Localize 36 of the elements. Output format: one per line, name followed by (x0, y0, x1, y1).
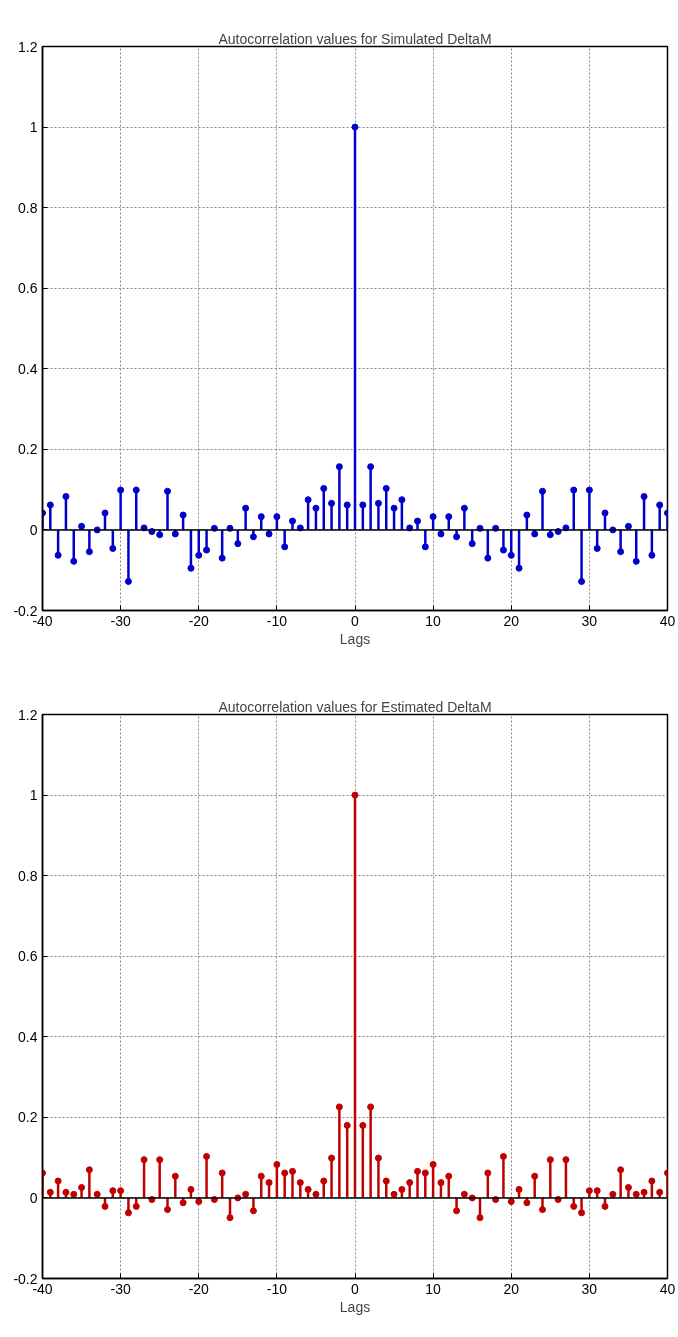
x-tick-label: 40 (659, 612, 676, 629)
x-tick-label: 30 (581, 1280, 598, 1297)
y-tick-label: 0.8 (18, 867, 38, 884)
x-tick-label: -30 (110, 1280, 131, 1297)
y-tick-label: 0.6 (18, 280, 38, 297)
x-tick-label: 0 (351, 612, 360, 629)
y-tick-label: 0 (29, 1189, 38, 1206)
y-tick-label: 0.4 (18, 1028, 38, 1045)
y-tick-label: 0.2 (18, 441, 38, 458)
x-axis-title: Lags (339, 1298, 371, 1315)
y-tick-label: 0.6 (18, 948, 38, 965)
y-tick-label: 0.2 (18, 1109, 38, 1126)
y-tick-label: 0.4 (18, 360, 38, 377)
y-tick-label: -0.2 (13, 602, 38, 619)
y-tick-label: 1.2 (18, 706, 38, 723)
x-tick-label: -20 (188, 1280, 210, 1297)
y-tick-label: 1.2 (18, 38, 38, 55)
x-tick-label: 0 (351, 1280, 360, 1297)
x-tick-label: -10 (266, 1280, 288, 1297)
y-tick-label: 1 (29, 119, 38, 136)
x-tick-label: 20 (503, 1280, 520, 1297)
x-axis-title: Lags (339, 630, 371, 647)
x-tick-label: 20 (503, 612, 520, 629)
y-tick-label: 0.8 (18, 199, 38, 216)
y-tick-label: 1 (29, 787, 38, 804)
x-tick-label: 10 (425, 1280, 442, 1297)
x-tick-label: -10 (266, 612, 288, 629)
y-tick-label: -0.2 (13, 1270, 38, 1287)
x-tick-label: 30 (581, 612, 598, 629)
x-tick-label: -30 (110, 612, 131, 629)
chart-title: Autocorrelation values for Simulated DeltaM (218, 30, 492, 47)
y-tick-label: 0 (29, 521, 38, 538)
x-tick-label: 40 (659, 1280, 676, 1297)
x-tick-label: -20 (188, 612, 210, 629)
x-tick-label: 10 (425, 612, 442, 629)
chart-title: Autocorrelation values for Estimated DeltaM (218, 698, 492, 715)
